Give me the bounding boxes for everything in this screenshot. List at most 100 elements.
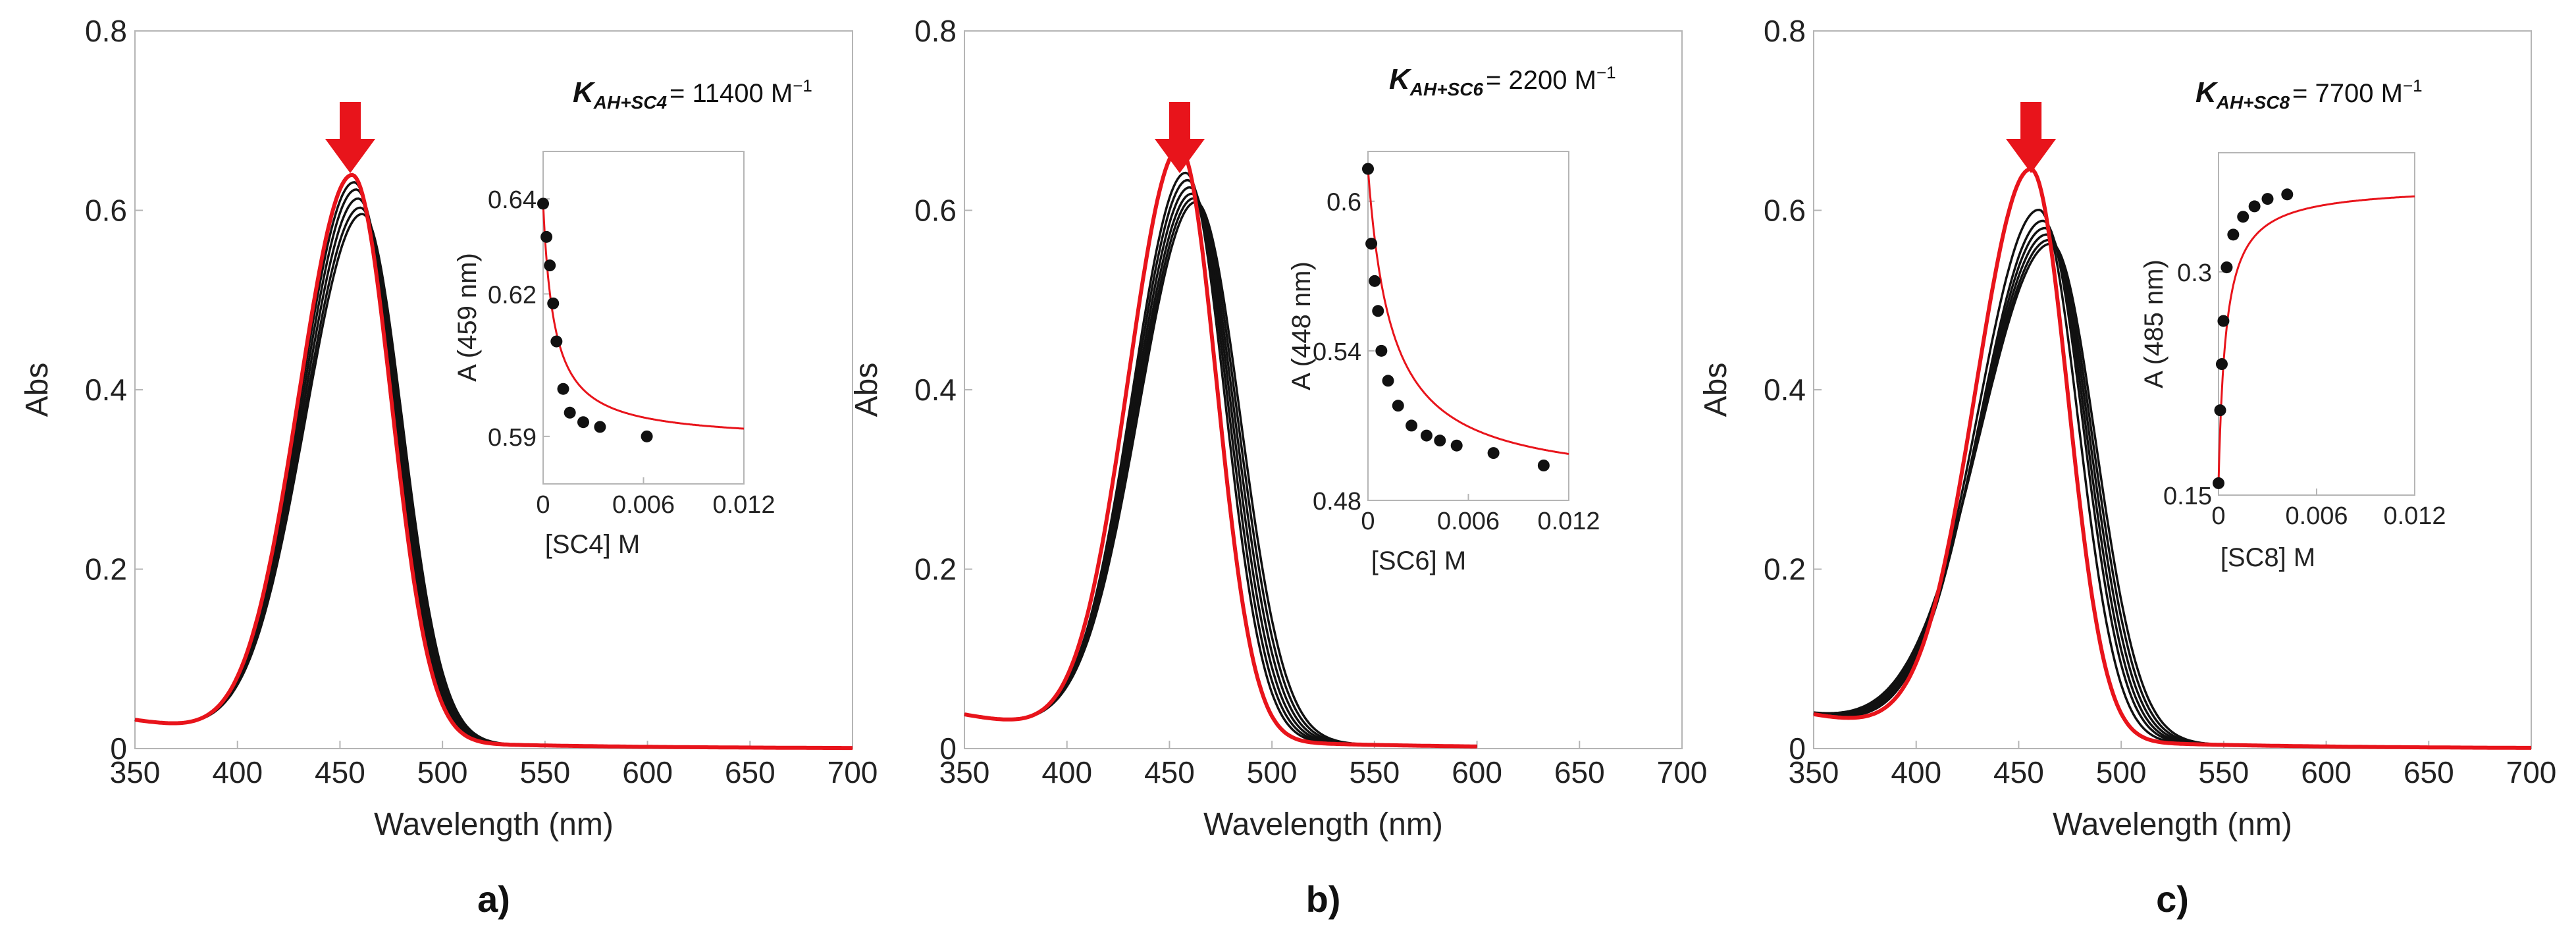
arrow-shaft	[2020, 102, 2042, 140]
y-tick-label: 0.2	[1764, 552, 1806, 587]
inset-data-point	[547, 297, 560, 309]
spectrum-free-dye	[964, 146, 1477, 749]
inset-chart: 0 0.006 0.012 0.48 0.54 0.6 [SC6] M A (448 n…	[1287, 151, 1600, 575]
inset-y-tick-label: 0.6	[1327, 189, 1361, 217]
inset-frame	[542, 151, 745, 485]
inset-data-point	[1382, 375, 1394, 387]
x-axis-title: Wavelength (nm)	[2053, 807, 2292, 842]
inset-data-point	[2221, 261, 2233, 274]
inset-data-point	[1392, 400, 1404, 412]
y-tick-label: 0.4	[85, 373, 127, 407]
inset-y-axis-title: A (448 nm)	[1287, 261, 1316, 390]
inset-y-tick-label: 0.59	[488, 424, 537, 452]
inset-x-axis-title: [SC6] M	[1371, 546, 1466, 575]
inset-data-point	[1420, 429, 1433, 442]
inset-chart: 0 0.006 0.012 0.59 0.62 0.64 [SC4] M A (459 …	[453, 151, 775, 559]
x-tick-label: 450	[315, 755, 365, 789]
inset-data-point	[1362, 163, 1374, 175]
panel-label: b)	[1306, 878, 1341, 920]
y-tick-label: 0.6	[1764, 194, 1806, 228]
x-tick-label: 700	[1657, 755, 1708, 789]
inset-y-tick-label: 0.54	[1313, 338, 1361, 366]
x-tick-label: 650	[725, 755, 775, 789]
x-tick-label: 650	[1554, 755, 1605, 789]
inset-data-point	[2227, 228, 2240, 241]
x-tick-label: 500	[2096, 755, 2147, 789]
inset-x-tick-label: 0	[2211, 502, 2225, 530]
inset-data-point	[564, 406, 576, 419]
y-tick-label: 0.2	[85, 552, 127, 587]
inset-data-point	[1434, 435, 1446, 447]
inset-fit-curve	[542, 203, 745, 430]
x-tick-label: 400	[1891, 755, 1941, 789]
inset-data-point	[1372, 305, 1384, 317]
inset-y-tick-label: 0.15	[2163, 483, 2212, 510]
spectrum-free-dye	[1813, 167, 2531, 750]
inset-data-point	[1487, 447, 1500, 460]
y-tick-label: 0.6	[85, 194, 127, 228]
y-tick-label: 0.2	[914, 552, 957, 587]
panel-label: a)	[477, 878, 510, 920]
inset-data-point	[1406, 419, 1418, 432]
plot-frame	[134, 30, 853, 749]
inset-data-point	[540, 230, 553, 243]
inset-data-point	[641, 430, 653, 442]
inset-data-point	[544, 259, 556, 272]
arrow-head	[1155, 139, 1205, 173]
inset-y-tick-label: 0.64	[488, 186, 537, 214]
panel-label: c)	[2156, 878, 2189, 920]
inset-x-tick-label: 0.012	[1537, 508, 1600, 535]
inset-x-tick-label: 0.006	[1437, 508, 1500, 535]
y-tick-label: 0.8	[1764, 14, 1806, 48]
y-axis-title: Abs	[20, 363, 55, 417]
x-tick-label: 550	[1349, 755, 1400, 789]
inset-data-point	[577, 416, 589, 429]
y-tick-label: 0.8	[914, 14, 957, 48]
inset-y-tick-label: 0.48	[1313, 488, 1361, 516]
x-tick-label: 600	[2301, 755, 2352, 789]
decrease-arrow	[2006, 102, 2057, 173]
inset-x-tick-label: 0.012	[2383, 502, 2446, 530]
decrease-arrow	[325, 102, 375, 173]
inset-data-point	[2261, 193, 2274, 205]
x-tick-label: 500	[1247, 755, 1298, 789]
x-tick-label: 400	[1041, 755, 1092, 789]
inset-x-tick-label: 0.006	[612, 491, 675, 519]
inset-x-axis-title: [SC8] M	[2221, 543, 2315, 572]
panel-c: 350 400 450 500 550 600 650 700 0 0.2 0.4 0.6 0.8 W…	[1698, 14, 2556, 920]
y-tick-label: 0	[1789, 731, 1806, 766]
inset-x-tick-label: 0.006	[2285, 502, 2348, 530]
y-axis-title: Abs	[1698, 363, 1733, 417]
inset-frame	[2218, 152, 2415, 496]
inset-chart: 0 0.006 0.012 0.15 0.3 [SC8] M A (485 nm)	[2140, 152, 2446, 572]
decrease-arrow	[1155, 102, 1205, 173]
inset-data-point	[2214, 404, 2226, 417]
x-tick-label: 450	[1144, 755, 1195, 789]
x-tick-label: 700	[2506, 755, 2557, 789]
inset-y-axis-title: A (485 nm)	[2140, 259, 2169, 388]
x-tick-label: 350	[110, 755, 161, 789]
inset-data-point	[537, 198, 549, 210]
spectrum-free-dye	[134, 172, 853, 751]
y-tick-label: 0	[110, 731, 127, 766]
arrow-shaft	[340, 102, 361, 140]
inset-data-point	[1537, 460, 1550, 471]
inset-data-point	[1375, 344, 1388, 357]
inset-data-point	[2281, 188, 2294, 201]
inset-y-tick-label: 0.3	[2177, 259, 2212, 287]
x-axis-title: Wavelength (nm)	[1203, 807, 1443, 842]
binding-constant-label: KAH+SC4 = 11400 M−1	[573, 76, 812, 113]
binding-constant-label: KAH+SC8 = 7700 M−1	[2195, 76, 2423, 113]
inset-fit-curve	[2217, 195, 2415, 483]
panel-a: 350 400 450 500 550 600 650 700 0 0.2 0.4 0.6 0.8 W…	[20, 14, 878, 920]
y-tick-label: 0.4	[1764, 373, 1806, 407]
x-tick-label: 350	[939, 755, 990, 789]
inset-y-axis-title: A (459 nm)	[453, 253, 482, 382]
inset-data-point	[1365, 238, 1378, 250]
arrow-shaft	[1169, 102, 1190, 140]
arrow-head	[325, 139, 375, 173]
inset-fit-curve	[1367, 169, 1569, 455]
y-tick-label: 0.6	[914, 194, 957, 228]
inset-data-point	[2248, 200, 2261, 213]
